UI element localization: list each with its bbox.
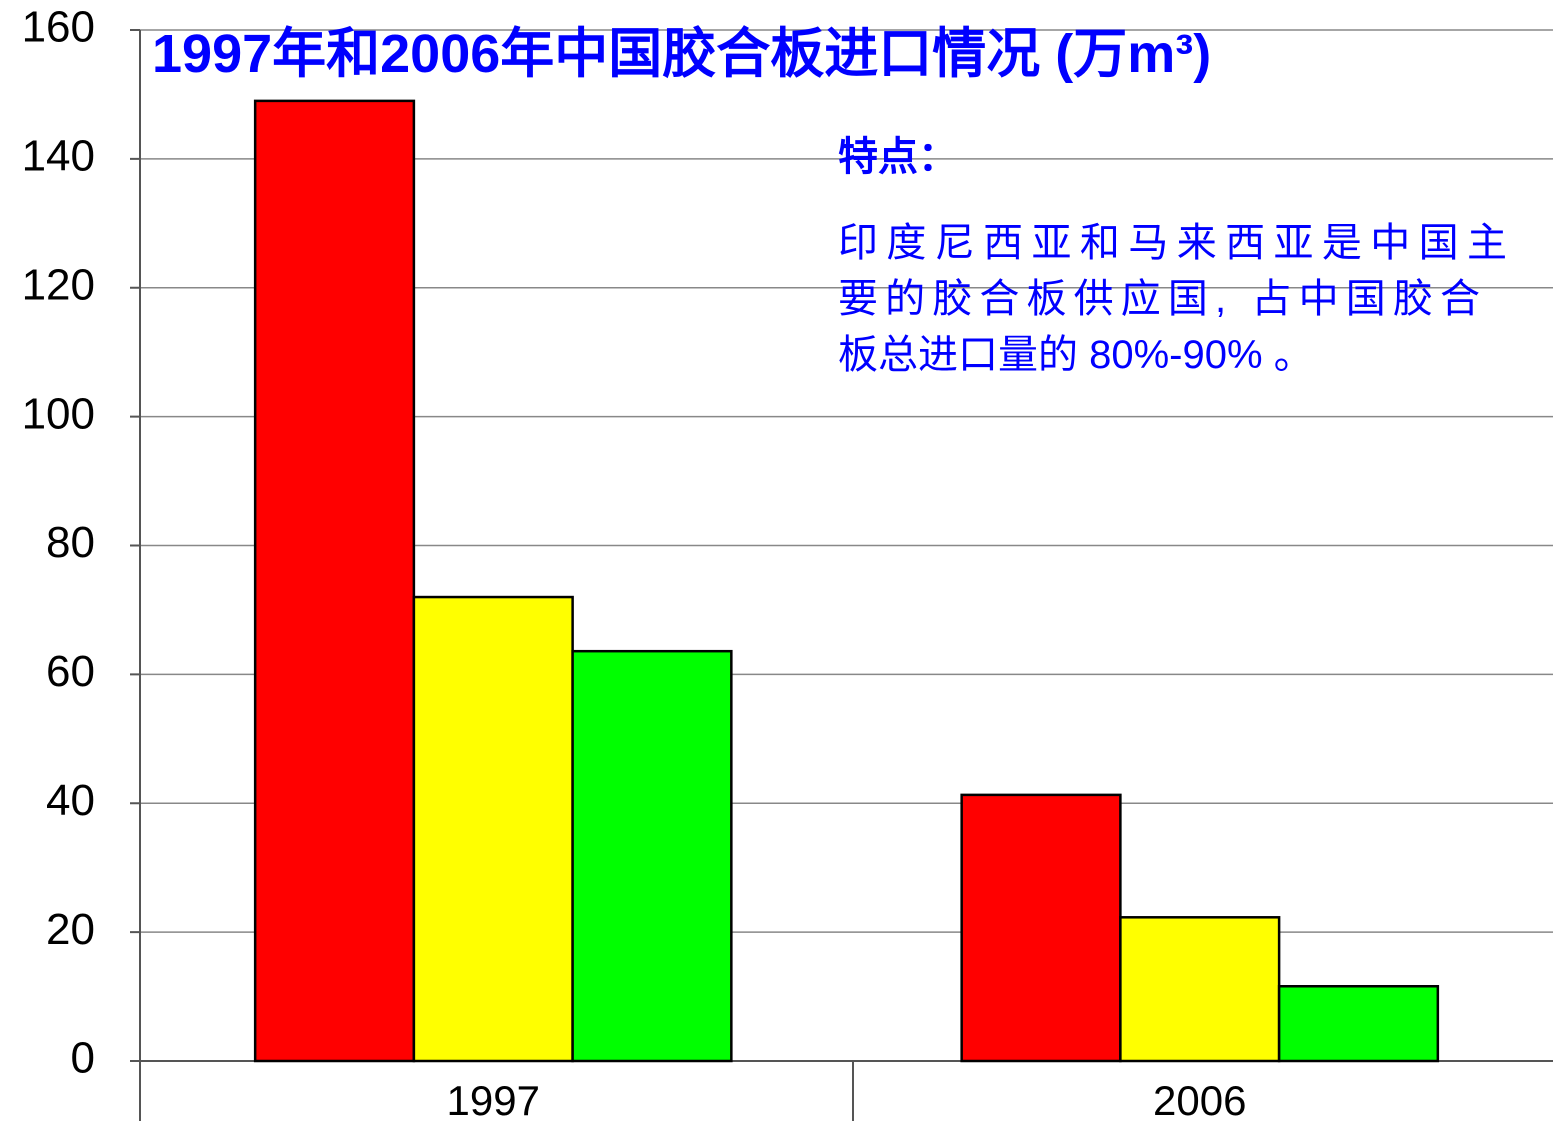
y-tick-label: 20 (46, 905, 95, 954)
bar-layer (253, 99, 1440, 1063)
annotation-heading: 特点： (838, 135, 958, 179)
bar (1277, 985, 1440, 1063)
y-tick-label: 0 (71, 1034, 95, 1083)
x-tick-label: 1997 (447, 1077, 540, 1121)
annotation-line: 板总进口量的 80%-90% 。 (838, 333, 1314, 377)
bar (571, 649, 733, 1063)
bar (960, 793, 1122, 1063)
y-tick-label: 120 (22, 260, 95, 309)
y-tick-label: 60 (46, 647, 95, 696)
y-tick-label: 100 (22, 389, 95, 438)
y-tick-label: 40 (46, 776, 95, 825)
y-tick-label: 160 (22, 3, 95, 52)
y-tick-label: 140 (22, 132, 95, 181)
annotation-line: 要的胶合板供应国, 占中国胶合 (838, 277, 1480, 321)
y-tick-label: 80 (46, 518, 95, 567)
bar (1119, 916, 1281, 1063)
bar (253, 99, 416, 1063)
bar (412, 595, 574, 1063)
chart-title: 1997年和2006年中国胶合板进口情况 (万m³) (152, 24, 1211, 84)
annotation-line: 印度尼西亚和马来西亚是中国主 (838, 221, 1507, 265)
x-tick-label: 2006 (1153, 1077, 1246, 1121)
